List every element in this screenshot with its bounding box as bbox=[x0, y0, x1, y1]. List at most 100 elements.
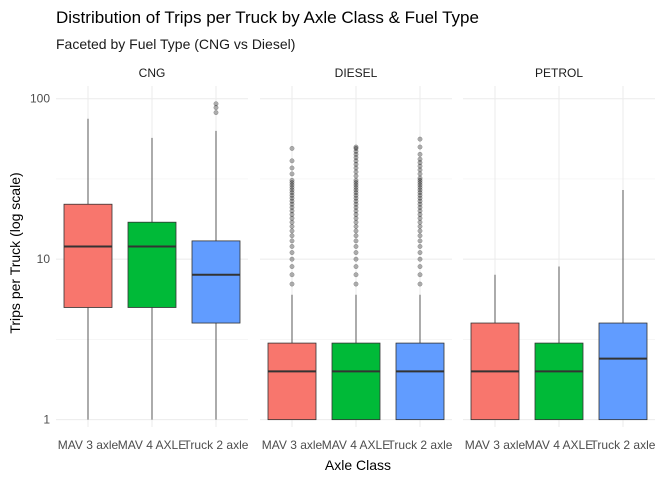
outlier-point bbox=[353, 250, 359, 255]
outlier-point bbox=[417, 205, 423, 210]
y-tick-label: 1 bbox=[43, 413, 50, 427]
outlier-point bbox=[213, 110, 219, 115]
outlier-point bbox=[289, 228, 295, 234]
outlier-point bbox=[417, 233, 423, 239]
outlier-point bbox=[417, 215, 423, 221]
box-iqr bbox=[127, 221, 177, 308]
outlier-point bbox=[353, 158, 359, 164]
box-iqr bbox=[267, 342, 317, 421]
outlier-point bbox=[417, 184, 423, 190]
outlier-point bbox=[289, 272, 295, 278]
outlier-point bbox=[417, 190, 423, 196]
outlier-point bbox=[353, 201, 359, 207]
outlier-point bbox=[289, 165, 295, 171]
facet-strip-label: PETROL bbox=[535, 66, 583, 80]
y-tick-label: 100 bbox=[30, 92, 50, 106]
box-truck-2-axle bbox=[395, 136, 445, 421]
outlier-point bbox=[353, 161, 359, 167]
outlier-point bbox=[353, 272, 359, 278]
x-axis-title: Axle Class bbox=[325, 457, 391, 473]
chart-title: Distribution of Trips per Truck by Axle … bbox=[56, 8, 479, 27]
outlier-point bbox=[289, 250, 295, 255]
outlier-point bbox=[289, 171, 295, 177]
box-mav-4-axle bbox=[331, 144, 381, 421]
box-iqr bbox=[534, 342, 584, 421]
box-mav-3-axle bbox=[267, 145, 317, 421]
chart-subtitle: Faceted by Fuel Type (CNG vs Diesel) bbox=[56, 36, 295, 52]
y-tick-label: 10 bbox=[37, 252, 51, 266]
outlier-point bbox=[353, 195, 359, 201]
box-iqr bbox=[331, 342, 381, 421]
x-tick-label: Truck 2 axle bbox=[388, 438, 453, 452]
outlier-point bbox=[417, 256, 423, 262]
outlier-point bbox=[353, 155, 359, 160]
outlier-point bbox=[289, 198, 295, 204]
outlier-point bbox=[417, 228, 423, 234]
outlier-point bbox=[289, 244, 295, 249]
outlier-point bbox=[289, 281, 295, 287]
outlier-point bbox=[353, 190, 359, 196]
outlier-point bbox=[353, 173, 359, 179]
box-iqr bbox=[395, 342, 445, 421]
outlier-point bbox=[417, 219, 423, 225]
y-axis-title: Trips per Truck (log scale) bbox=[7, 172, 23, 333]
outlier-point bbox=[289, 264, 295, 269]
outlier-point bbox=[353, 192, 359, 198]
outlier-point bbox=[353, 182, 359, 188]
outlier-point bbox=[353, 223, 359, 229]
outlier-point bbox=[289, 238, 295, 244]
outlier-point bbox=[417, 177, 423, 183]
x-tick-label: MAV 4 AXLE bbox=[322, 438, 390, 452]
outlier-point bbox=[289, 208, 295, 214]
outlier-point bbox=[417, 167, 423, 173]
x-tick-label: Truck 2 axle bbox=[184, 438, 249, 452]
box-iqr bbox=[191, 240, 241, 324]
outlier-point bbox=[289, 211, 295, 217]
outlier-point bbox=[289, 190, 295, 196]
facet-strip-label: CNG bbox=[139, 66, 166, 80]
outlier-point bbox=[289, 205, 295, 210]
outlier-point bbox=[353, 233, 359, 239]
outlier-point bbox=[289, 177, 295, 183]
outlier-point bbox=[417, 264, 423, 269]
outlier-point bbox=[417, 151, 423, 157]
outlier-point bbox=[417, 244, 423, 249]
outlier-point bbox=[353, 264, 359, 269]
outlier-point bbox=[417, 160, 423, 166]
outlier-point bbox=[353, 187, 359, 193]
outlier-point bbox=[417, 250, 423, 255]
outlier-point bbox=[289, 187, 295, 193]
box-iqr bbox=[598, 322, 648, 421]
outlier-point bbox=[353, 208, 359, 214]
outlier-point bbox=[353, 205, 359, 210]
x-tick-label: Truck 2 axle bbox=[591, 438, 656, 452]
outlier-point bbox=[353, 151, 359, 157]
outlier-point bbox=[353, 180, 359, 186]
outlier-point bbox=[417, 187, 423, 193]
outlier-point bbox=[353, 165, 359, 171]
outlier-point bbox=[353, 256, 359, 262]
outlier-point bbox=[353, 211, 359, 217]
box-mav-3-axle bbox=[63, 118, 113, 420]
x-tick-label: MAV 3 axle bbox=[465, 438, 526, 452]
outlier-point bbox=[213, 105, 219, 111]
outlier-point bbox=[417, 192, 423, 198]
outlier-point bbox=[289, 145, 295, 151]
outlier-point bbox=[417, 272, 423, 278]
outlier-point bbox=[417, 223, 423, 229]
outlier-point bbox=[353, 215, 359, 221]
x-tick-label: MAV 3 axle bbox=[58, 438, 119, 452]
outlier-point bbox=[289, 256, 295, 262]
outlier-point bbox=[289, 233, 295, 239]
outlier-point bbox=[353, 144, 359, 150]
outlier-point bbox=[417, 201, 423, 207]
outlier-point bbox=[417, 182, 423, 188]
outlier-point bbox=[417, 180, 423, 186]
box-mav-4-axle bbox=[127, 137, 177, 420]
outlier-point bbox=[353, 281, 359, 287]
x-tick-label: MAV 4 AXLE bbox=[118, 438, 186, 452]
outlier-point bbox=[289, 180, 295, 186]
